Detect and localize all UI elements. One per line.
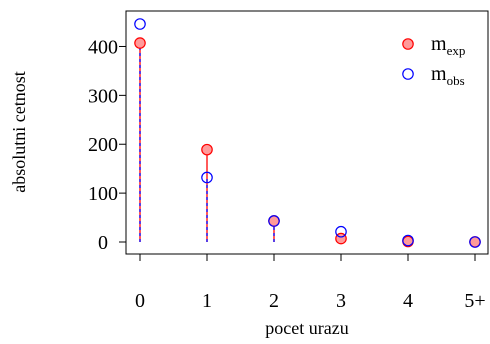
points — [134, 18, 481, 248]
y-tick-label-400: 400 — [88, 36, 118, 58]
x-tick-label-3: 3 — [336, 290, 346, 312]
point-exp-0 — [134, 37, 146, 49]
point-obs-2 — [268, 215, 280, 227]
x-tick-label-1: 1 — [202, 290, 212, 312]
x-tick-label-4: 4 — [403, 290, 413, 312]
legend: mexp mobs — [402, 33, 465, 88]
y-tick-label-300: 300 — [88, 85, 118, 107]
point-obs-4 — [402, 234, 414, 247]
y-tick-label-0: 0 — [98, 232, 108, 254]
stems — [139, 43, 476, 242]
legend-label-obs: mobs — [431, 63, 465, 88]
y-axis: 0 100 200 300 400 — [88, 36, 127, 254]
point-obs-0 — [134, 18, 146, 30]
x-axis-label: pocet urazu — [265, 318, 348, 338]
legend-subscript-exp: exp — [447, 43, 466, 58]
point-obs-5 — [469, 236, 481, 248]
legend-marker-obs — [402, 68, 414, 80]
point-obs-1 — [201, 171, 213, 184]
y-tick-label-100: 100 — [88, 183, 118, 205]
x-tick-label-0: 0 — [135, 290, 145, 312]
point-obs-3 — [335, 225, 347, 238]
y-axis-label: absolutni cetnost — [9, 71, 29, 192]
y-tick-label-200: 200 — [88, 134, 118, 156]
x-tick-label-2: 2 — [269, 290, 279, 312]
x-axis: 0 1 2 3 4 5+ — [135, 253, 486, 312]
legend-marker-exp — [402, 38, 414, 50]
legend-subscript-obs: obs — [447, 73, 465, 88]
point-exp-1 — [201, 143, 213, 156]
x-tick-label-5: 5+ — [464, 290, 485, 312]
legend-label-exp: mexp — [431, 33, 465, 58]
